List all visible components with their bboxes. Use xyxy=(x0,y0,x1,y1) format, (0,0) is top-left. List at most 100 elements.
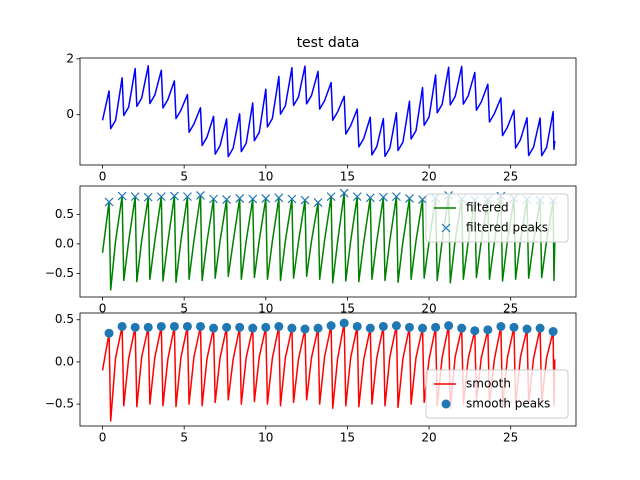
peak-marker xyxy=(156,192,166,202)
peak-marker xyxy=(235,193,245,203)
x-tick-label: 15 xyxy=(340,302,355,316)
peak-marker xyxy=(209,323,219,333)
x-tick-label: 10 xyxy=(258,170,273,184)
peak-marker xyxy=(431,322,441,332)
peak-marker xyxy=(339,188,349,198)
y-tick-label: 0 xyxy=(66,107,74,121)
peak-marker xyxy=(274,321,284,331)
peak-marker xyxy=(326,321,336,331)
peak-marker xyxy=(535,323,545,333)
peak-marker xyxy=(365,193,375,203)
legend: filtered filtered peaks xyxy=(425,193,569,243)
peak-marker xyxy=(300,195,310,205)
x-tick-label: 15 xyxy=(340,431,355,445)
legend-box xyxy=(425,369,569,419)
y-tick-label: 2 xyxy=(66,51,74,65)
peak-marker xyxy=(378,321,388,331)
plot-area xyxy=(101,65,556,158)
peak-marker xyxy=(365,323,375,333)
subplot: test data 0 5 10 15 20 25 0 2 xyxy=(66,35,577,184)
legend-label: smooth xyxy=(466,377,511,391)
x-tick-label: 0 xyxy=(99,431,107,445)
subplot: 0 5 10 15 20 25 −0.5 0.0 0.5 filtered filtered pea… xyxy=(45,185,577,316)
legend-label: filtered peaks xyxy=(466,221,548,235)
x-tick-label: 25 xyxy=(503,170,518,184)
peak-marker xyxy=(195,321,205,331)
peak-marker xyxy=(117,191,127,201)
x-tick-label: 5 xyxy=(180,170,188,184)
peak-marker xyxy=(143,192,153,202)
peak-marker xyxy=(169,191,179,201)
peak-marker xyxy=(287,194,297,204)
peak-marker xyxy=(274,193,284,203)
peak-marker xyxy=(196,191,205,200)
peak-marker xyxy=(117,321,127,331)
y-tick-label: 0.5 xyxy=(55,207,74,221)
axes-frame xyxy=(79,312,577,427)
plot-area xyxy=(101,318,558,422)
legend-label: filtered xyxy=(466,201,509,215)
y-tick-label: 0.5 xyxy=(55,312,74,326)
peak-marker xyxy=(326,192,336,202)
peak-marker xyxy=(209,194,218,204)
peak-marker xyxy=(496,321,506,331)
axes-frame xyxy=(79,57,577,166)
y-tick-label: 0.0 xyxy=(55,354,74,368)
peak-marker xyxy=(104,328,114,338)
peak-marker xyxy=(483,325,493,335)
x-tick-label: 10 xyxy=(258,302,273,316)
peak-marker xyxy=(261,193,271,203)
peak-marker xyxy=(143,322,153,332)
y-tick-label: −0.5 xyxy=(45,397,74,411)
peak-marker xyxy=(248,194,258,204)
x-tick-label: 15 xyxy=(340,170,355,184)
x-tick-label: 20 xyxy=(421,302,436,316)
data-line xyxy=(101,322,556,422)
peak-marker xyxy=(182,321,192,331)
peak-marker xyxy=(261,322,271,332)
peak-marker xyxy=(352,192,362,202)
peak-marker xyxy=(548,327,558,337)
peak-marker xyxy=(248,323,258,333)
peak-marker xyxy=(405,193,414,203)
peak-marker xyxy=(222,195,232,205)
y-tick-label: −0.5 xyxy=(45,266,74,280)
peak-marker xyxy=(235,322,245,332)
x-tick-label: 0 xyxy=(99,302,107,316)
peak-marker xyxy=(287,323,297,333)
peak-marker xyxy=(391,321,401,331)
peak-marker xyxy=(156,321,166,331)
peak-marker xyxy=(509,322,519,332)
x-tick-label: 10 xyxy=(258,431,273,445)
peak-marker xyxy=(404,322,414,332)
x-tick-label: 0 xyxy=(99,170,107,184)
peak-marker xyxy=(418,323,428,333)
x-tick-label: 5 xyxy=(180,431,188,445)
chart-title: test data xyxy=(297,35,360,51)
peak-marker xyxy=(130,322,140,332)
peak-marker xyxy=(391,192,401,202)
legend-label: smooth peaks xyxy=(466,397,550,411)
peak-marker xyxy=(104,197,114,207)
peak-marker xyxy=(130,192,140,202)
peak-marker xyxy=(169,321,179,331)
x-tick-label: 25 xyxy=(503,302,518,316)
subplot: 0 5 10 15 20 25 −0.5 0.0 0.5 smooth smooth peaks xyxy=(45,312,577,445)
peak-marker xyxy=(470,326,480,336)
peak-marker xyxy=(444,321,454,331)
peak-marker xyxy=(183,192,192,202)
y-tick-label: 0.0 xyxy=(55,236,74,250)
peak-marker xyxy=(522,324,532,334)
peak-marker xyxy=(300,324,310,334)
peak-marker xyxy=(339,318,349,328)
x-tick-label: 25 xyxy=(503,431,518,445)
peak-marker xyxy=(378,192,388,202)
axes-frame xyxy=(79,185,577,298)
x-tick-label: 5 xyxy=(180,302,188,316)
peak-marker xyxy=(222,322,232,332)
legend: smooth smooth peaks xyxy=(425,369,569,419)
legend-box xyxy=(425,193,569,243)
x-tick-label: 20 xyxy=(421,431,436,445)
